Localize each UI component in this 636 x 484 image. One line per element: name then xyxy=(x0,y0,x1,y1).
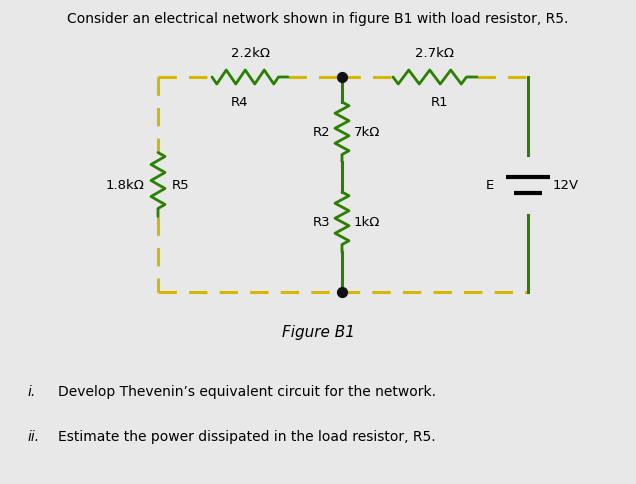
Text: R4: R4 xyxy=(232,96,249,109)
Text: 7kΩ: 7kΩ xyxy=(354,126,380,139)
Text: Estimate the power dissipated in the load resistor, R5.: Estimate the power dissipated in the loa… xyxy=(58,429,436,443)
Text: ii.: ii. xyxy=(28,429,40,443)
Text: Develop Thevenin’s equivalent circuit for the network.: Develop Thevenin’s equivalent circuit fo… xyxy=(58,384,436,398)
Text: E: E xyxy=(486,179,494,192)
Text: i.: i. xyxy=(28,384,36,398)
Text: Consider an electrical network shown in figure B1 with load resistor, R5.: Consider an electrical network shown in … xyxy=(67,12,569,26)
Text: Figure B1: Figure B1 xyxy=(282,324,354,339)
Text: 1.8kΩ: 1.8kΩ xyxy=(105,179,144,192)
Point xyxy=(337,74,347,82)
Text: R1: R1 xyxy=(431,96,449,109)
Text: 2.2kΩ: 2.2kΩ xyxy=(230,47,270,60)
Text: R5: R5 xyxy=(172,179,190,192)
Text: 1kΩ: 1kΩ xyxy=(354,216,380,229)
Text: 12V: 12V xyxy=(553,179,579,192)
Point xyxy=(337,288,347,296)
Text: R2: R2 xyxy=(312,126,330,139)
Text: R3: R3 xyxy=(312,216,330,229)
Text: 2.7kΩ: 2.7kΩ xyxy=(415,47,455,60)
